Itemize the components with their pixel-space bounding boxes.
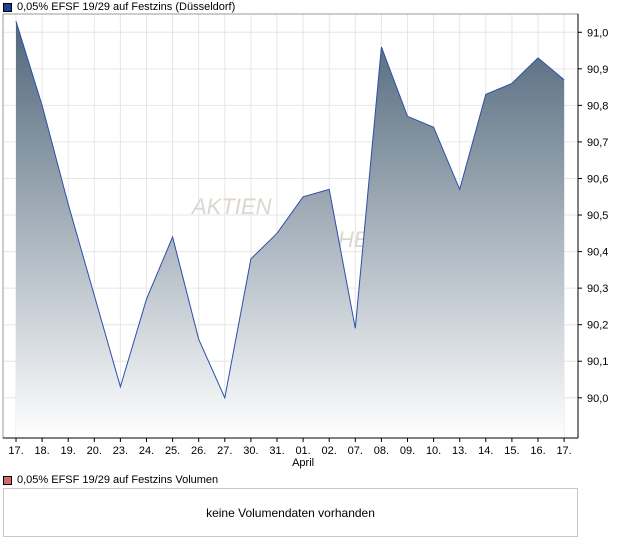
- x-tick-label: 18.: [34, 445, 49, 457]
- y-tick-label: 90,8: [587, 100, 608, 112]
- y-tick-label: 90,2: [587, 320, 608, 332]
- x-axis: 17. 18. 19. 20. 23. 24. 25. 26. 27. 30. 31. 01. 02. 0…: [8, 438, 572, 469]
- x-tick-label: 16.: [530, 445, 545, 457]
- x-tick-label: 26.: [191, 445, 206, 457]
- watermark-text-1: AKTIEN: [190, 194, 272, 219]
- volume-legend: 0,05% EFSF 19/29 auf Festzins Volumen: [3, 473, 218, 487]
- x-tick-label: 31.: [269, 445, 284, 457]
- x-tick-label: 30.: [243, 445, 258, 457]
- y-tick-label: 90,5: [587, 210, 608, 222]
- x-month-label: April: [292, 457, 314, 469]
- y-tick-label: 90,9: [587, 64, 608, 76]
- x-tick-label: 09.: [400, 445, 415, 457]
- y-tick-label: 90,3: [587, 283, 608, 295]
- y-tick-label: 91,0: [587, 27, 608, 39]
- x-tick-label: 24.: [139, 445, 154, 457]
- x-tick-label: 02.: [322, 445, 337, 457]
- y-tick-label: 90,7: [587, 137, 608, 149]
- volume-legend-label: 0,05% EFSF 19/29 auf Festzins Volumen: [17, 474, 219, 486]
- volume-empty-message: keine Volumendaten vorhanden: [206, 505, 375, 520]
- x-tick-label: 20.: [87, 445, 102, 457]
- x-tick-label: 08.: [374, 445, 389, 457]
- volume-legend-swatch: [3, 475, 12, 485]
- price-area: [16, 21, 565, 439]
- price-line: [15, 21, 565, 400]
- y-tick-label: 90,6: [587, 173, 608, 185]
- x-tick-label: 17.: [556, 445, 571, 457]
- x-tick-label: 01.: [295, 445, 310, 457]
- volume-panel: keine Volumendaten vorhanden: [3, 488, 578, 537]
- y-axis: 91,0 90,9 90,8 90,7 90,6 90,5 90,4 90,3 90,2 90,1…: [578, 27, 608, 405]
- x-tick-label: 13.: [452, 445, 467, 457]
- price-legend: 0,05% EFSF 19/29 auf Festzins (Düsseldor…: [3, 0, 235, 14]
- price-legend-label: 0,05% EFSF 19/29 auf Festzins (Düsseldor…: [17, 1, 236, 13]
- x-tick-label: 10.: [426, 445, 441, 457]
- y-tick-label: 90,4: [587, 247, 608, 259]
- x-tick-label: 19.: [61, 445, 76, 457]
- x-tick-label: 14.: [478, 445, 493, 457]
- x-tick-label: 15.: [504, 445, 519, 457]
- x-tick-label: 25.: [165, 445, 180, 457]
- plot-frame: [2, 13, 579, 439]
- y-tick-label: 90,0: [587, 393, 608, 405]
- x-tick-label: 17.: [8, 445, 23, 457]
- x-tick-label: 07.: [348, 445, 363, 457]
- x-tick-label: 27.: [217, 445, 232, 457]
- y-tick-label: 90,1: [587, 356, 608, 368]
- x-tick-label: 23.: [113, 445, 128, 457]
- price-legend-swatch: [3, 2, 12, 12]
- price-chart: AKTIEN CHECK 91,090,990,890,790,690,590,…: [2, 13, 608, 469]
